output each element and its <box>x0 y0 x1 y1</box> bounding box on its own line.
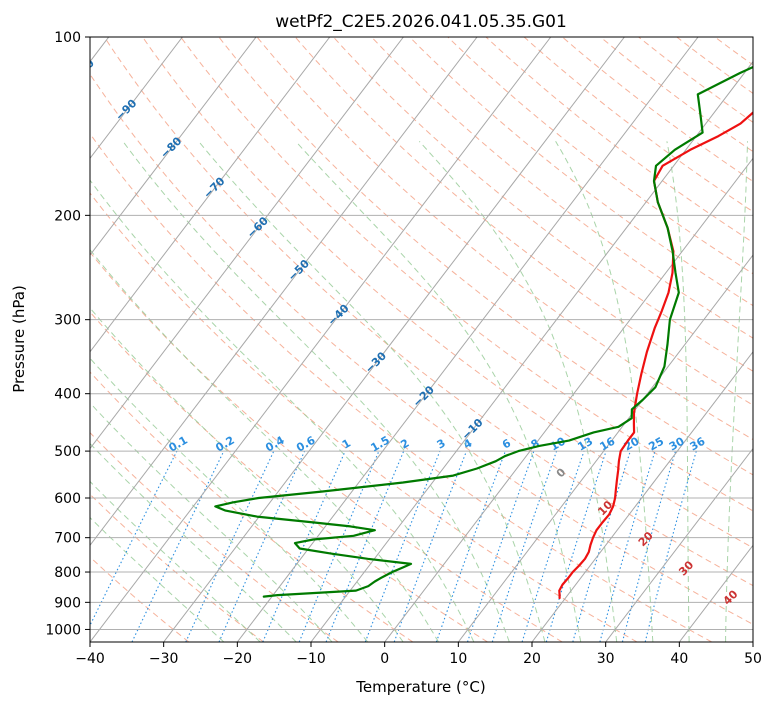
isotherm <box>236 37 699 642</box>
dry-adiabat <box>90 431 339 642</box>
dry-adiabat <box>180 37 753 512</box>
x-tick-label: 20 <box>523 651 541 667</box>
x-tick-label: 40 <box>670 651 688 667</box>
dry-adiabat <box>256 37 753 441</box>
y-tick-label: 900 <box>54 595 81 611</box>
mixing-ratio-line <box>435 450 506 642</box>
temperature-line <box>558 111 753 600</box>
isotherm <box>90 37 404 450</box>
dewpoint-line <box>214 65 753 598</box>
y-axis: 100 200 300 400 500 600 700 800 900 1000 <box>45 30 90 638</box>
x-tick-label: 50 <box>744 651 762 667</box>
dry-adiabat <box>90 311 488 642</box>
x-tick-label: −30 <box>149 651 179 667</box>
x-tick-label: 30 <box>597 651 615 667</box>
x-tick-label: 10 <box>449 651 467 667</box>
dry-adiabat <box>333 37 753 372</box>
mixing-ratio-line <box>621 450 677 642</box>
mixing-ratio-line <box>90 450 178 627</box>
plot-frame <box>89 36 754 643</box>
isotherm <box>531 350 753 642</box>
dry-adiabat <box>90 371 414 642</box>
mixing-ratio-line <box>185 450 275 642</box>
mixing-ratio-lines <box>90 450 697 642</box>
isotherm <box>457 254 753 642</box>
y-tick-label: 800 <box>54 565 81 581</box>
y-tick-label: 100 <box>54 30 81 46</box>
y-tick-label: 500 <box>54 444 81 460</box>
isotherm <box>90 37 183 160</box>
mixing-ratio-line <box>491 450 558 642</box>
x-tick-label: 0 <box>380 651 389 667</box>
y-tick-label: 400 <box>54 387 81 403</box>
mixing-ratio-line <box>393 450 468 642</box>
dry-adiabat <box>561 37 753 182</box>
y-tick-label: 700 <box>54 531 81 547</box>
chart-title: wetPf2_C2E5.2026.041.05.35.G01 <box>275 12 567 32</box>
mixing-ratio-line <box>218 450 306 642</box>
isotherm <box>384 157 753 642</box>
isotherm <box>90 37 552 642</box>
dry-adiabat <box>90 132 712 642</box>
isotherm <box>163 37 625 642</box>
isotherm <box>90 37 257 256</box>
x-axis: −40 −30 −20 −10 0 10 20 30 40 50 <box>75 642 762 667</box>
x-tick-label: −20 <box>223 651 253 667</box>
dry-adiabat <box>523 37 753 213</box>
dry-adiabat <box>90 251 563 642</box>
y-axis-title: Pressure (hPa) <box>10 285 28 393</box>
isotherm <box>90 37 478 547</box>
x-axis-title: Temperature (°C) <box>355 678 485 696</box>
y-tick-label: 1000 <box>45 622 81 638</box>
dry-adiabat <box>371 37 753 339</box>
dry-adiabats <box>90 37 753 642</box>
y-tick-label: 200 <box>54 208 81 224</box>
mixing-ratio-line <box>644 450 697 642</box>
sounding-series <box>214 65 753 600</box>
mixing-ratio-line <box>131 450 225 642</box>
dry-adiabat <box>90 73 753 625</box>
y-tick-label: 300 <box>54 313 81 329</box>
isotherm <box>605 447 753 642</box>
pressure-grid <box>90 37 753 630</box>
dry-adiabat <box>103 37 753 587</box>
isotherm <box>90 37 331 353</box>
dry-adiabat <box>90 192 638 642</box>
dry-adiabat <box>600 37 753 153</box>
y-tick-label: 600 <box>54 491 81 507</box>
mixing-ratio-line <box>364 450 441 642</box>
dry-adiabat <box>409 37 753 307</box>
mixing-ratio-line <box>298 450 380 642</box>
dry-adiabat <box>142 37 753 549</box>
x-tick-label: −40 <box>75 651 105 667</box>
dry-adiabat <box>294 37 753 406</box>
mixing-ratio-line <box>466 450 535 642</box>
plot-area: −100−90−80−70−60−50−40−30−20−100.10.20.4… <box>90 37 753 642</box>
x-tick-label: −10 <box>296 651 326 667</box>
